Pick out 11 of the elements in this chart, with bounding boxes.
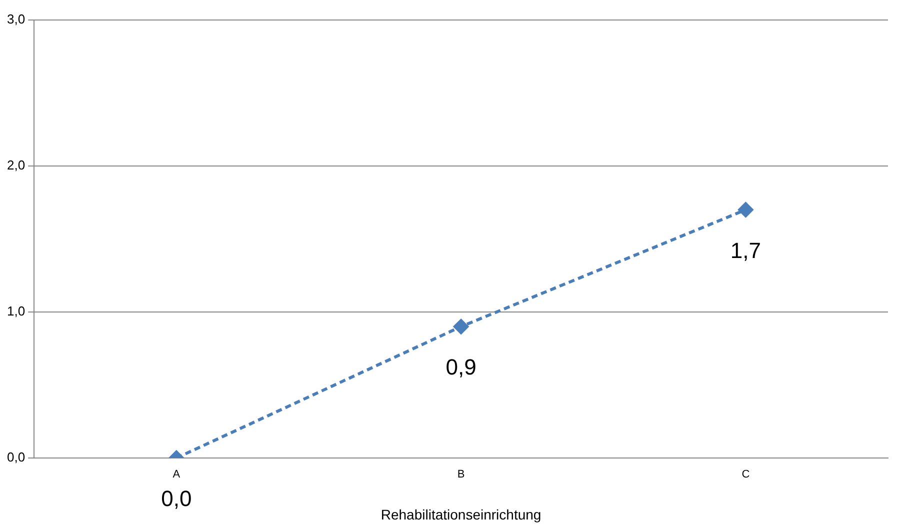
data-label: 0,0	[161, 486, 192, 512]
x-axis-title: Rehabilitationseinrichtung	[380, 506, 542, 522]
y-tick-label: 3,0	[6, 12, 26, 27]
x-tick-label: C	[742, 468, 750, 481]
y-tick-label: 2,0	[6, 158, 26, 173]
y-tick-label: 0,0	[6, 450, 26, 465]
x-tick-label: B	[457, 468, 465, 481]
data-label: 1,7	[730, 238, 761, 263]
data-label: 0,9	[446, 354, 476, 380]
x-tick-label: A	[172, 468, 181, 481]
y-tick-label: 1,0	[6, 304, 26, 319]
